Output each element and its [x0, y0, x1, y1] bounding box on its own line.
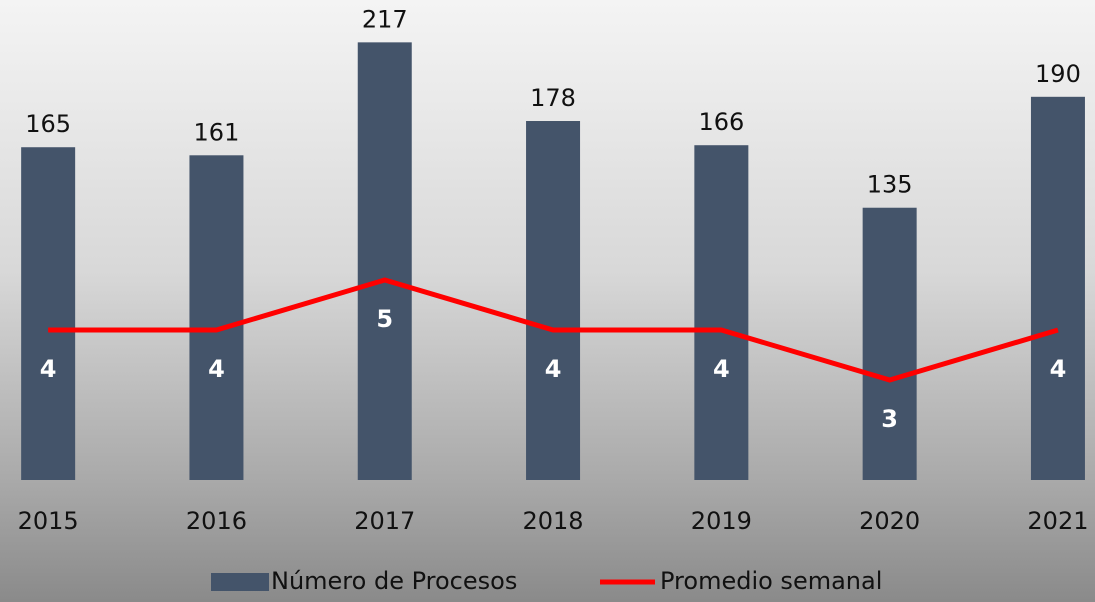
data-label: 4 — [713, 355, 730, 383]
data-label: 190 — [1035, 60, 1081, 88]
x-tick-label: 2015 — [18, 507, 79, 535]
bar — [358, 42, 412, 480]
bar — [21, 147, 75, 480]
data-label: 165 — [25, 110, 71, 138]
bar — [189, 155, 243, 480]
x-tick-label: 2021 — [1027, 507, 1088, 535]
bar — [1031, 97, 1085, 480]
data-label: 166 — [698, 108, 744, 136]
data-label: 4 — [1050, 355, 1067, 383]
x-tick-label: 2017 — [354, 507, 415, 535]
data-label: 5 — [376, 305, 393, 333]
x-tick-label: 2020 — [859, 507, 920, 535]
legend-swatch — [211, 573, 269, 591]
x-tick-label: 2019 — [691, 507, 752, 535]
data-label: 178 — [530, 84, 576, 112]
x-tick-label: 2016 — [186, 507, 247, 535]
bar — [863, 208, 917, 480]
data-label: 3 — [881, 405, 898, 433]
data-label: 217 — [362, 5, 408, 33]
data-label: 161 — [194, 118, 240, 146]
legend-label: Promedio semanal — [660, 567, 882, 595]
x-tick-label: 2018 — [523, 507, 584, 535]
legend-label: Número de Procesos — [271, 567, 517, 595]
data-label: 4 — [40, 355, 57, 383]
data-label: 4 — [208, 355, 225, 383]
data-label: 4 — [545, 355, 562, 383]
data-label: 135 — [867, 171, 913, 199]
bar — [694, 145, 748, 480]
chart: 2015 2016 2017 2018 2019 2020 2021 165 161 217 178… — [0, 0, 1095, 602]
bar — [526, 121, 580, 480]
